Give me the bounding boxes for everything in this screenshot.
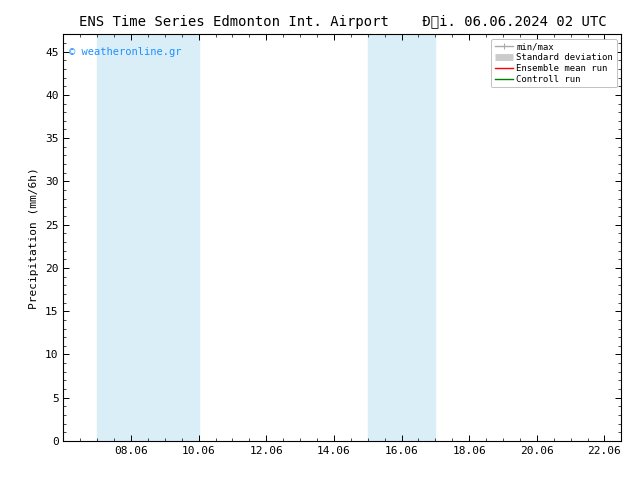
Bar — [368, 34, 436, 441]
Legend: min/max, Standard deviation, Ensemble mean run, Controll run: min/max, Standard deviation, Ensemble me… — [491, 39, 617, 87]
Bar — [97, 34, 198, 441]
Text: © weatheronline.gr: © weatheronline.gr — [69, 47, 181, 56]
Title: ENS Time Series Edmonton Int. Airport    Đải. 06.06.2024 02 UTC: ENS Time Series Edmonton Int. Airport Đả… — [79, 15, 606, 29]
Y-axis label: Precipitation (mm/6h): Precipitation (mm/6h) — [30, 167, 39, 309]
